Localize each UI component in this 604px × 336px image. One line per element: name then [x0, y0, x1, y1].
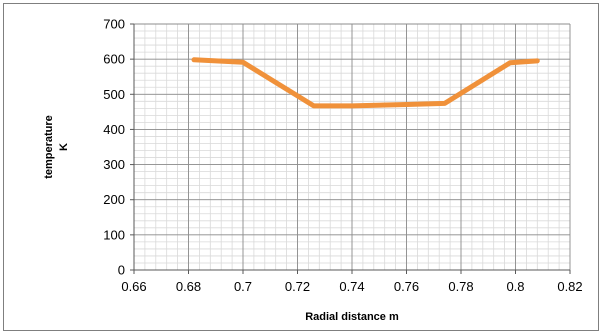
series-layer — [191, 57, 540, 109]
y-tick-label: 100 — [103, 227, 125, 242]
grid — [133, 23, 571, 271]
axes — [130, 23, 571, 274]
x-tick-label: 0.72 — [285, 279, 310, 294]
x-tick-label: 0.68 — [176, 279, 201, 294]
y-tick-label: 600 — [103, 52, 125, 67]
x-tick-label: 0.7 — [234, 279, 252, 294]
temperature-chart: 0.66 0.68 0.7 0.72 0.74 0.76 0.78 0.8 0.82 0 100 20… — [43, 17, 583, 324]
y-tick-label: 0 — [118, 263, 125, 278]
y-tick-label: 700 — [103, 17, 125, 32]
y-axis-title: temperature — [43, 115, 55, 179]
y-tick-label: 200 — [103, 192, 125, 207]
temperature-series-line — [191, 57, 540, 109]
tick-labels: 0.66 0.68 0.7 0.72 0.74 0.76 0.78 0.8 0.82 0 100 20… — [103, 17, 582, 295]
x-axis-title: Radial distance m — [305, 311, 399, 323]
y-tick-label: 400 — [103, 122, 125, 137]
x-tick-label: 0.76 — [394, 279, 419, 294]
y-tick-label: 500 — [103, 87, 125, 102]
x-tick-label: 0.8 — [506, 279, 524, 294]
x-tick-label: 0.78 — [448, 279, 473, 294]
y-tick-label: 300 — [103, 157, 125, 172]
chart-frame: 0.66 0.68 0.7 0.72 0.74 0.76 0.78 0.8 0.82 0 100 20… — [3, 3, 599, 331]
x-tick-label: 0.82 — [557, 279, 582, 294]
x-tick-label: 0.66 — [121, 279, 146, 294]
x-tick-label: 0.74 — [339, 279, 364, 294]
y-axis-unit: K — [58, 143, 70, 151]
